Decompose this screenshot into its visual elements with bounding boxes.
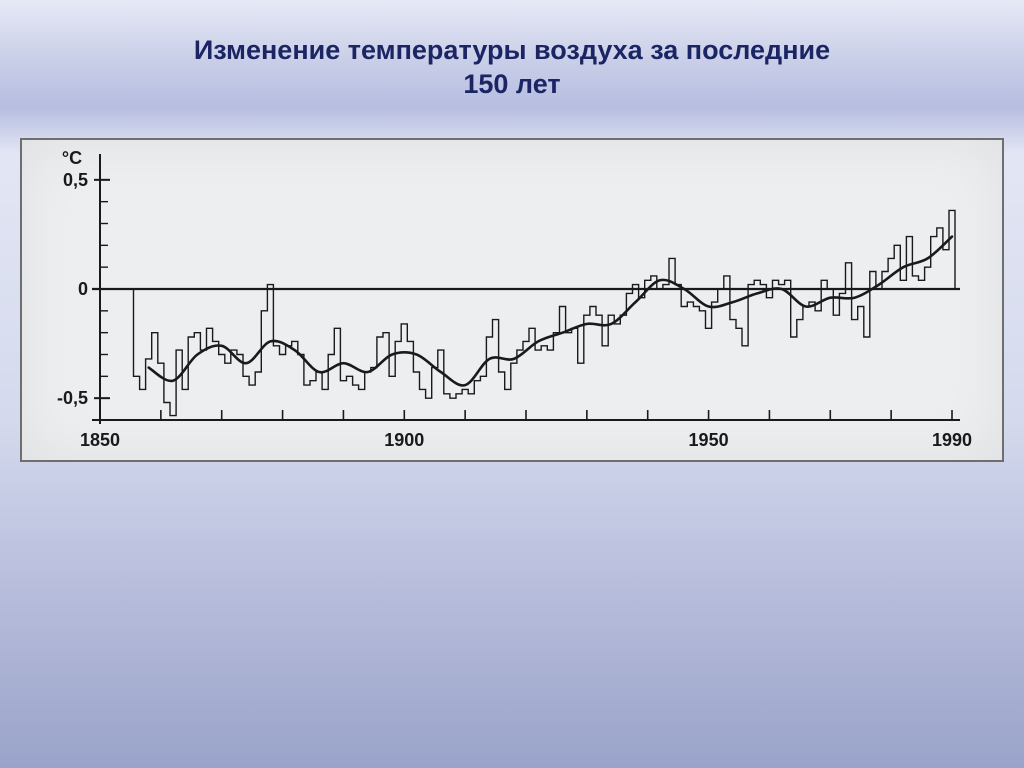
smoothed-trend-series: [149, 236, 952, 385]
slide-page: Изменение температуры воздуха за последн…: [0, 0, 1024, 768]
title-line-2: 150 лет: [463, 69, 560, 99]
x-tick-label: 1900: [384, 430, 424, 450]
x-tick-label: 1990: [932, 430, 972, 450]
chart-frame: 0,5 0 -0,5 °C 1850 1900 1950 1990: [20, 138, 1004, 462]
y-tick-label: -0,5: [57, 388, 88, 408]
y-tick-label: 0: [78, 279, 88, 299]
title-line-1: Изменение температуры воздуха за последн…: [194, 35, 830, 65]
x-tick-label: 1950: [689, 430, 729, 450]
y-tick-label: 0,5: [63, 169, 88, 189]
annual-step-series: [134, 210, 956, 415]
temperature-anomaly-chart: 0,5 0 -0,5 °C 1850 1900 1950 1990: [22, 140, 1002, 460]
page-title: Изменение температуры воздуха за последн…: [194, 34, 830, 102]
x-tick-label: 1850: [80, 430, 120, 450]
y-unit-label: °C: [62, 148, 82, 168]
